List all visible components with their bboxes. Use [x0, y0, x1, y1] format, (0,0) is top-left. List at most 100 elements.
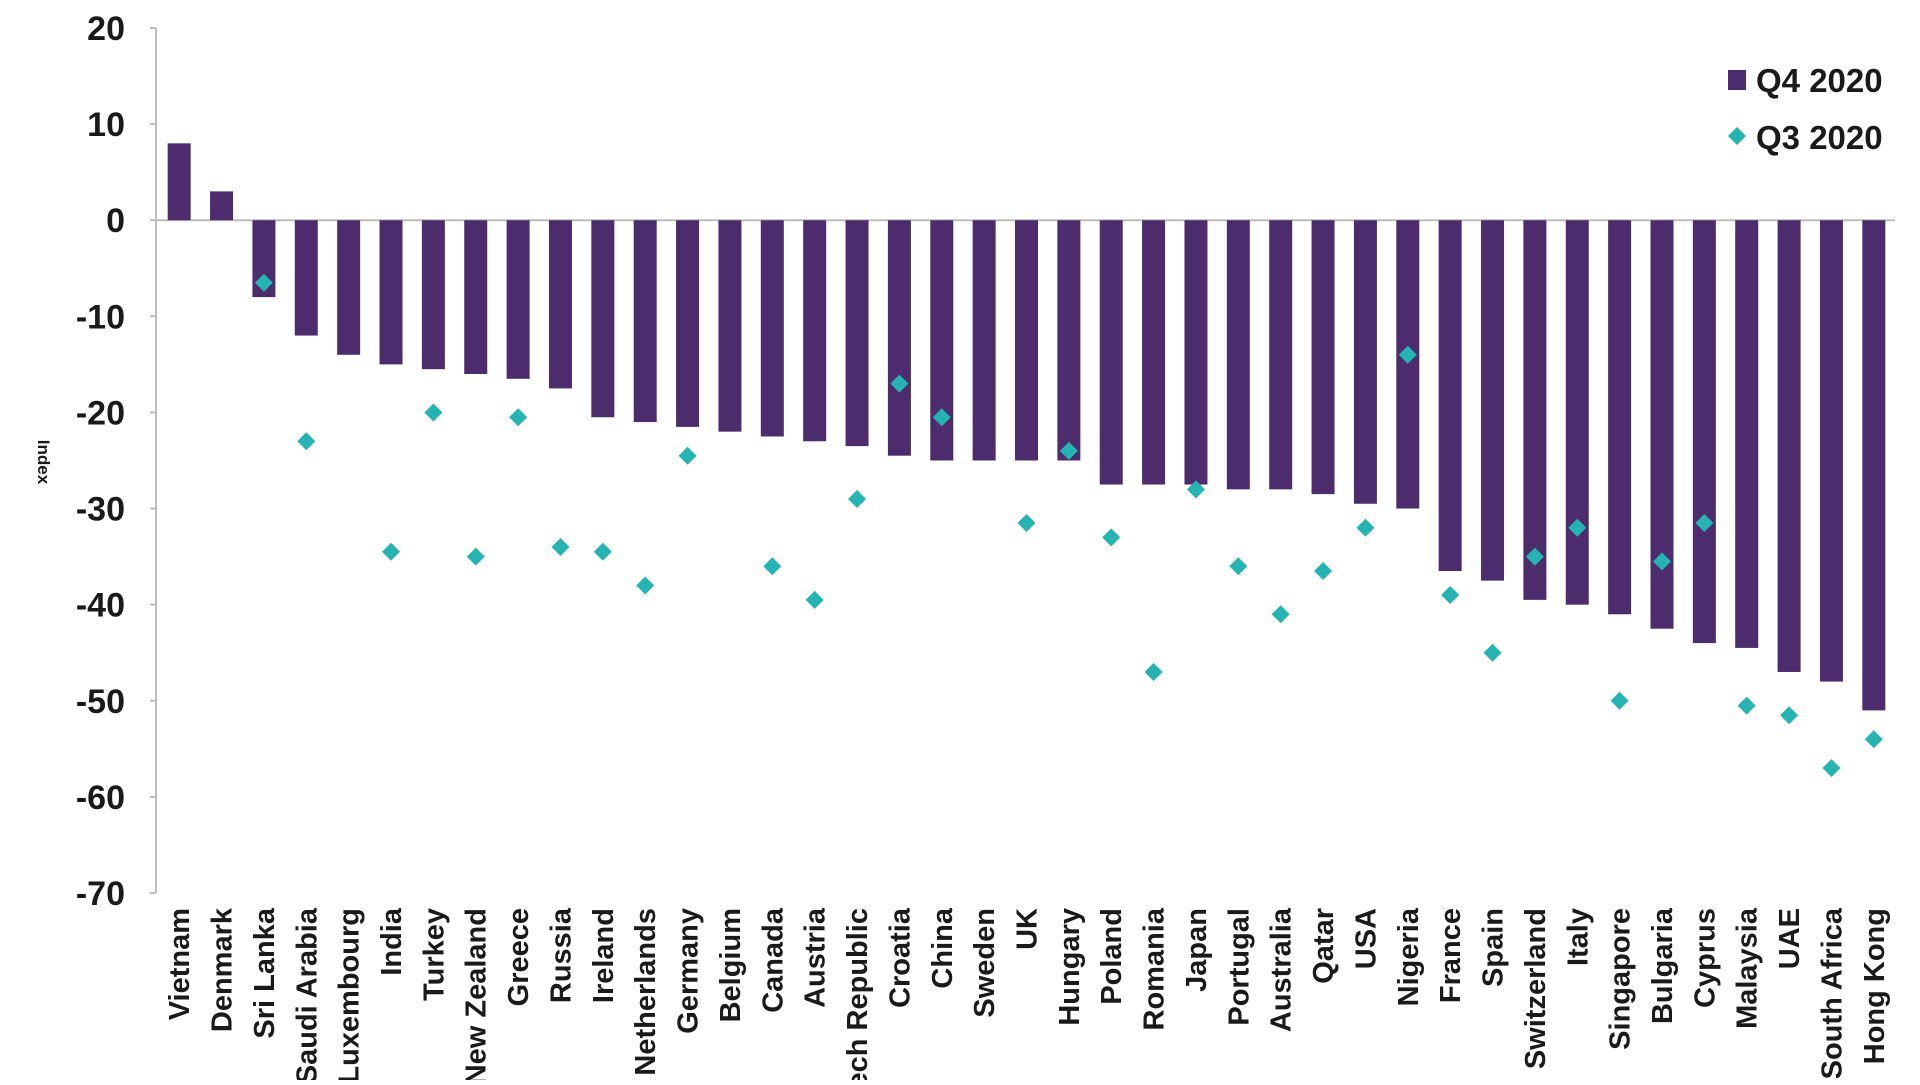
marker — [1102, 528, 1121, 547]
bar — [633, 220, 657, 423]
x-tick-label: Nigeria — [1393, 907, 1425, 1006]
x-tick-label: UK — [1012, 908, 1044, 950]
y-tick-label: -60 — [76, 779, 125, 817]
marker — [297, 432, 316, 451]
x-tick-label: Greece — [503, 908, 535, 1006]
bar — [210, 191, 234, 221]
x-tick-label: Croatia — [884, 907, 916, 1008]
x-tick-label: Cyprus — [1689, 908, 1721, 1008]
bar — [548, 220, 572, 389]
x-tick-label: Austria — [800, 907, 832, 1008]
marker — [1017, 513, 1036, 532]
x-tick-label: China — [927, 907, 959, 988]
marker — [1059, 441, 1078, 460]
y-tick-label: 0 — [106, 202, 125, 240]
x-tick-label: Portugal — [1223, 908, 1255, 1026]
bar — [1777, 220, 1801, 672]
x-tick-label: Spain — [1478, 908, 1510, 987]
marker — [1271, 605, 1290, 624]
bar — [1481, 220, 1505, 581]
x-tick-label: Bulgaria — [1647, 907, 1679, 1024]
marker — [1525, 547, 1544, 566]
marker — [254, 273, 273, 292]
bar — [421, 220, 445, 370]
marker — [466, 547, 485, 566]
x-tick-label: Malaysia — [1732, 907, 1764, 1029]
marker — [382, 542, 401, 561]
x-tick-label: Singapore — [1605, 908, 1637, 1050]
marker — [1822, 759, 1841, 778]
x-tick-label: Belgium — [715, 908, 747, 1022]
x-tick-label: India — [376, 907, 408, 976]
legend: Q4 2020 Q3 2020 — [1728, 62, 1883, 156]
y-axis-title: Index — [34, 440, 53, 485]
x-tick-label: Sri Lanka — [249, 907, 281, 1038]
bar — [1226, 220, 1250, 490]
x-tick-label: Sweden — [969, 908, 1001, 1018]
x-tick-label: Netherlands — [630, 908, 662, 1076]
legend-swatch-q4-2020 — [1728, 70, 1746, 90]
x-tick-label: France — [1435, 908, 1467, 1003]
bar — [294, 220, 318, 336]
x-category-labels: Vietnam Denmark Sri Lanka Saudi Arabia Luxem… — [164, 907, 1891, 1085]
bar — [845, 220, 869, 447]
x-tick-label: UAE — [1774, 908, 1806, 969]
x-tick-label: New Zealand — [461, 908, 493, 1080]
y-tick-label: -10 — [76, 298, 125, 336]
x-tick-label: Czech Republic — [842, 908, 874, 1080]
bar — [1523, 220, 1547, 600]
x-tick-label: Ireland — [588, 908, 620, 1003]
x-tick-label: Canada — [757, 907, 789, 1013]
marker — [1229, 557, 1248, 576]
x-tick-label: Romania — [1139, 907, 1171, 1030]
markers-q3-2020 — [254, 273, 1883, 778]
bar — [1015, 220, 1038, 461]
x-tick-label: Saudi Arabia — [291, 907, 323, 1080]
x-tick-label: Switzerland — [1520, 908, 1552, 1069]
marker — [763, 557, 782, 576]
bar — [1269, 220, 1293, 490]
marker — [1314, 562, 1333, 581]
marker — [1186, 480, 1205, 499]
y-tick-label: -30 — [76, 491, 125, 529]
legend-label-q3-2020: Q3 2020 — [1756, 119, 1883, 156]
y-tick-label: -50 — [76, 683, 125, 721]
marker — [678, 446, 697, 465]
x-tick-label: USA — [1350, 908, 1382, 969]
marker — [805, 590, 824, 609]
bar — [1608, 220, 1632, 615]
bar — [1819, 220, 1843, 682]
x-tick-label: Denmark — [207, 907, 239, 1032]
bar — [1438, 220, 1462, 572]
marker — [593, 542, 612, 561]
x-tick-label: Turkey — [418, 908, 450, 1001]
bar — [803, 220, 827, 442]
bar — [591, 220, 615, 418]
marker — [1398, 345, 1417, 364]
bar — [760, 220, 784, 437]
marker — [1610, 691, 1629, 710]
y-tick-label: 10 — [87, 106, 125, 144]
bar — [1396, 220, 1420, 509]
bar — [1184, 220, 1208, 485]
marker — [1737, 696, 1756, 715]
bar — [1650, 220, 1674, 629]
marker — [1144, 662, 1163, 681]
y-tick-label: -40 — [76, 587, 125, 625]
bar — [464, 220, 488, 374]
x-tick-label: Luxembourg — [334, 908, 366, 1080]
marker — [1695, 513, 1714, 532]
marker — [1780, 706, 1799, 725]
x-tick-label: Poland — [1096, 908, 1128, 1005]
bar — [506, 220, 530, 379]
bar — [1353, 220, 1377, 504]
marker — [1483, 643, 1502, 662]
legend-swatch-q3-2020 — [1728, 127, 1746, 145]
y-tick-label: 20 — [87, 10, 125, 48]
bar — [1099, 220, 1123, 485]
marker — [636, 576, 655, 595]
bar — [1862, 220, 1886, 711]
x-tick-label: South Africa — [1816, 907, 1848, 1079]
